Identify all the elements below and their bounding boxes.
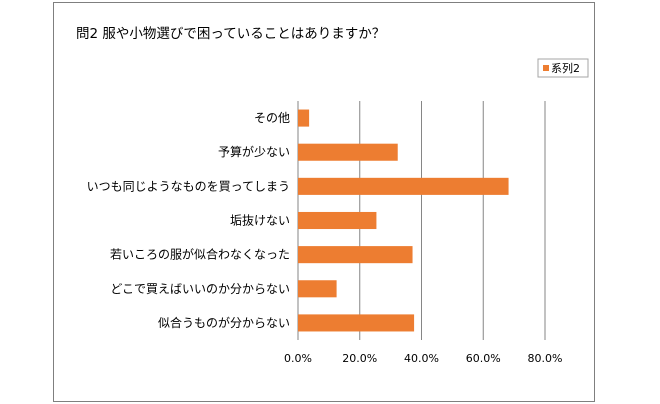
bar (298, 314, 415, 332)
x-tick-label: 20.0% (342, 352, 377, 365)
category-label: 垢抜けない (230, 214, 290, 228)
x-tick-label: 40.0% (404, 352, 439, 365)
category-label: 似合うものが分からない (158, 315, 290, 330)
bar (298, 280, 337, 298)
bar (298, 246, 413, 264)
bar (298, 211, 377, 230)
chart-area: 問2 服や小物選びで困っていることはありますか？ 系列2 その他予算が少ないいつ… (53, 2, 595, 402)
bar (298, 177, 509, 195)
legend: 系列2 (537, 58, 589, 78)
x-tick-label: 60.0% (466, 352, 501, 365)
legend-swatch (543, 65, 549, 71)
plot-area: その他予算が少ないいつも同じようなものを買ってしまう垢抜けない若いころの服が似合… (87, 101, 563, 365)
category-label: どこで買えばいいのか分からない (110, 282, 290, 296)
chart-title: 問2 服や小物選びで困っていることはありますか？ (76, 26, 385, 42)
x-tick-label: 80.0% (528, 352, 563, 365)
bar (298, 143, 398, 161)
bar (298, 109, 310, 127)
legend-box (537, 58, 589, 78)
category-label: いつも同じようなものを買ってしまう (87, 179, 290, 193)
chart-svg: 問2 服や小物選びで困っていることはありますか？ 系列2 その他予算が少ないいつ… (76, 26, 589, 365)
legend-label: 系列2 (551, 61, 580, 75)
category-label: その他 (254, 111, 290, 125)
x-tick-label: 0.0% (284, 352, 312, 365)
category-label: 予算が少ない (218, 144, 290, 159)
category-label: 若いころの服が似合わなくなった (110, 247, 290, 262)
